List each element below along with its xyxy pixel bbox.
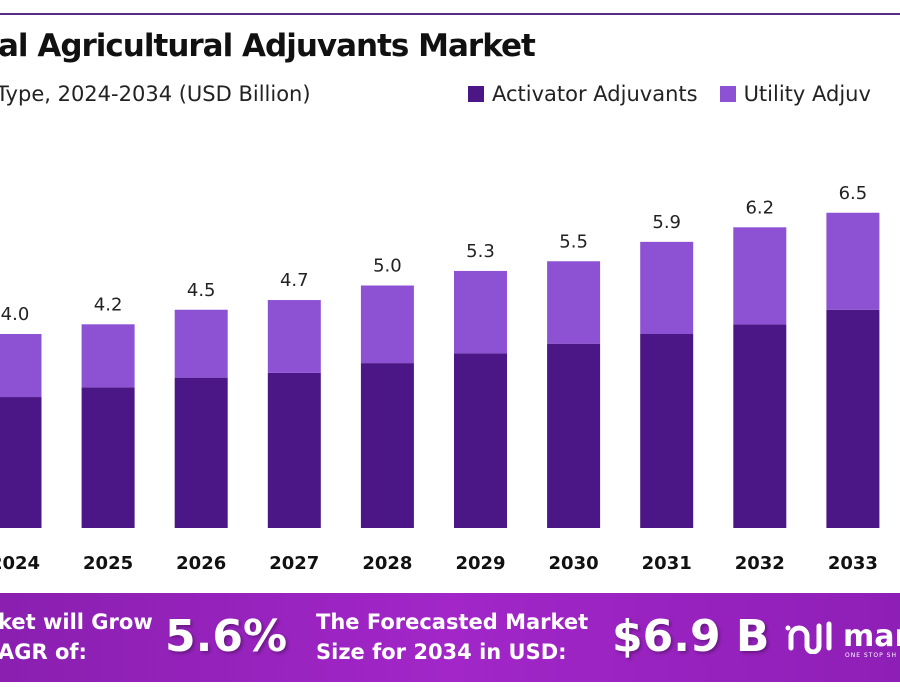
bar-activator-2028 bbox=[360, 363, 414, 528]
legend-swatch bbox=[468, 86, 484, 102]
bar-utility-2028 bbox=[360, 285, 414, 364]
data-label-2024: 4.0 bbox=[1, 304, 30, 325]
bar-utility-2026 bbox=[174, 309, 228, 378]
bar-chart: 4.0 2024 4.2 2025 4.5 2026 4.7 2027 5.0 2028 5.3 20… bbox=[0, 183, 880, 574]
bar-utility-2030 bbox=[547, 261, 601, 344]
data-label-2026: 4.5 bbox=[187, 280, 216, 301]
forecast-label-line2: Size for 2034 in USD: bbox=[316, 640, 567, 664]
legend-item-utility: Utility Adjuv bbox=[719, 82, 871, 106]
cagr-label-line2: AGR of: bbox=[0, 640, 87, 664]
bar-utility-2025 bbox=[81, 324, 135, 388]
logo-icon bbox=[785, 621, 832, 654]
data-label-2028: 5.0 bbox=[373, 256, 402, 277]
bar-activator-2030 bbox=[547, 343, 601, 528]
cagr-value: 5.6% bbox=[165, 611, 288, 662]
bar-activator-2024 bbox=[0, 397, 42, 528]
legend: Activator Adjuvants Utility Adjuv bbox=[468, 82, 871, 106]
bar-utility-2031 bbox=[640, 241, 694, 334]
forecast-value: $6.9 B bbox=[612, 611, 770, 662]
x-tick-label-2025: 2025 bbox=[83, 553, 133, 574]
chart-title: al Agricultural Adjuvants Market bbox=[0, 28, 536, 64]
data-label-2029: 5.3 bbox=[466, 241, 495, 262]
data-label-2025: 4.2 bbox=[94, 294, 123, 315]
logo-tagline: ONE STOP SH bbox=[845, 652, 897, 659]
forecast-label-line1: The Forecasted Market bbox=[316, 610, 589, 634]
chart-subtitle: Type, 2024-2034 (USD Billion) bbox=[0, 82, 311, 106]
legend-label: Activator Adjuvants bbox=[492, 82, 698, 106]
top-divider bbox=[0, 13, 900, 15]
bar-activator-2026 bbox=[174, 377, 228, 528]
data-label-2031: 5.9 bbox=[652, 212, 681, 233]
cagr-label-line1: ket will Grow bbox=[0, 610, 153, 634]
bar-utility-2029 bbox=[454, 270, 507, 354]
bar-activator-2025 bbox=[81, 387, 135, 528]
summary-banner: ket will Grow AGR of: 5.6% The Forecasted… bbox=[0, 593, 900, 682]
logo-text: mar bbox=[843, 618, 900, 654]
bar-activator-2031 bbox=[640, 334, 694, 528]
bar-activator-2033 bbox=[826, 309, 880, 528]
legend-item-activator: Activator Adjuvants bbox=[468, 82, 698, 106]
bar-activator-2027 bbox=[267, 372, 321, 528]
x-tick-label-2031: 2031 bbox=[642, 553, 692, 574]
bar-utility-2024 bbox=[0, 334, 42, 398]
bar-utility-2027 bbox=[267, 300, 321, 373]
forecast-label: The Forecasted Market Size for 2034 in US… bbox=[316, 607, 588, 667]
x-tick-label-2032: 2032 bbox=[735, 553, 785, 574]
bar-activator-2029 bbox=[454, 353, 507, 528]
data-label-2030: 5.5 bbox=[559, 231, 588, 252]
legend-swatch bbox=[719, 86, 736, 102]
cagr-label: ket will Grow AGR of: bbox=[0, 607, 153, 667]
x-tick-label-2029: 2029 bbox=[455, 553, 505, 574]
x-tick-label-2033: 2033 bbox=[828, 553, 878, 574]
x-tick-label-2027: 2027 bbox=[269, 553, 319, 574]
brand-logo: mar ONE STOP SH bbox=[785, 618, 900, 659]
bar-activator-2032 bbox=[733, 324, 787, 528]
data-label-2033: 6.5 bbox=[839, 183, 868, 204]
bar-utility-2033 bbox=[826, 212, 880, 310]
x-tick-label-2026: 2026 bbox=[176, 553, 226, 574]
bar-utility-2032 bbox=[733, 227, 787, 325]
x-tick-label-2030: 2030 bbox=[549, 553, 599, 574]
data-label-2027: 4.7 bbox=[280, 270, 309, 291]
x-tick-label-2024: 2024 bbox=[0, 553, 40, 574]
legend-label: Utility Adjuv bbox=[743, 82, 871, 106]
data-label-2032: 6.2 bbox=[745, 197, 774, 218]
x-tick-label-2028: 2028 bbox=[362, 553, 412, 574]
